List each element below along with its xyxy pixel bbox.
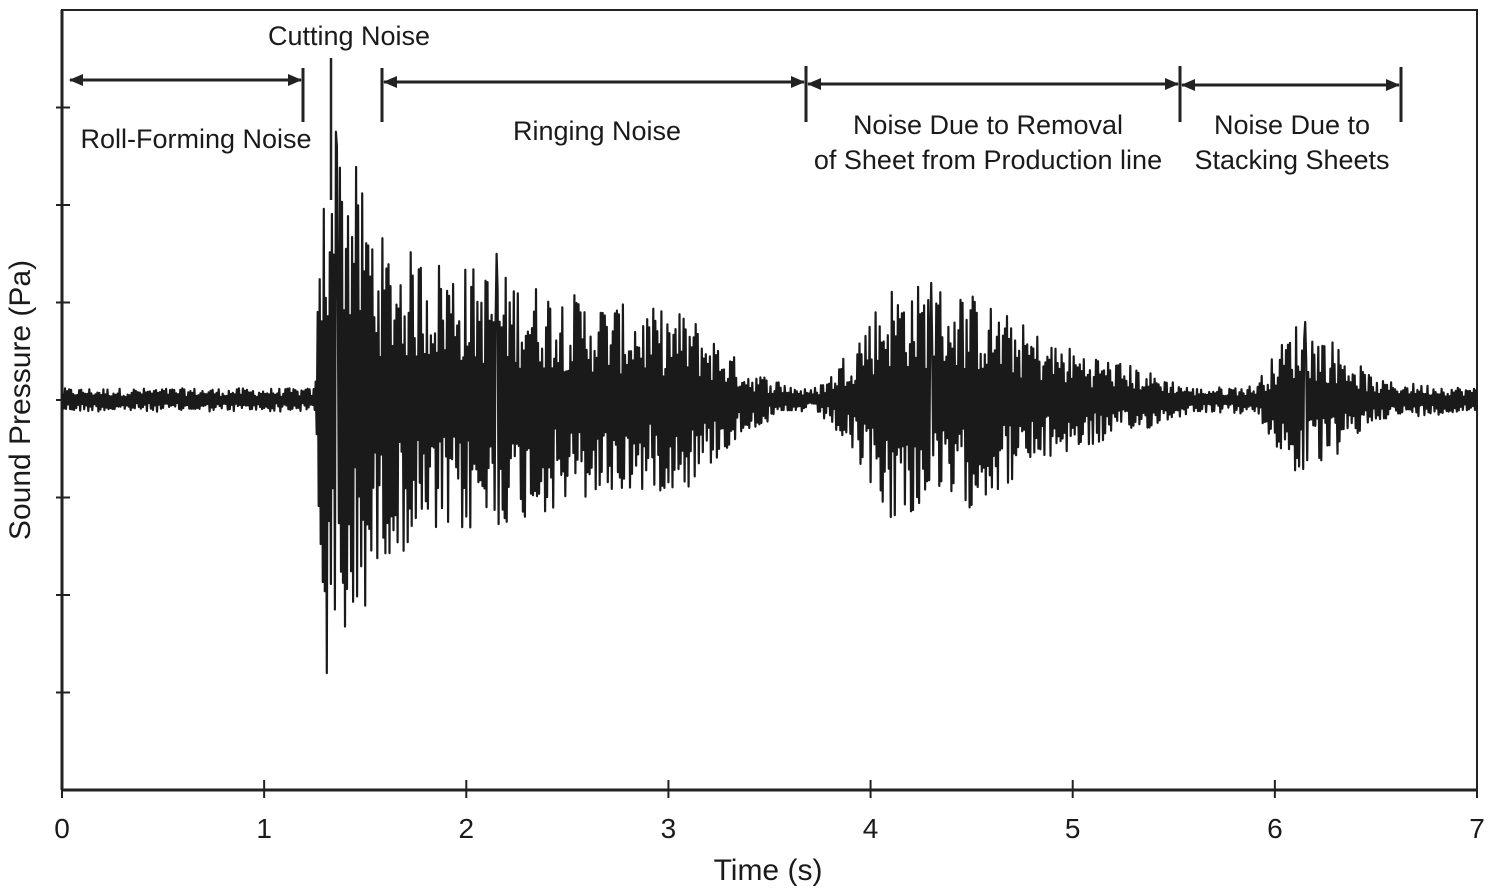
- x-tick-label: 2: [458, 813, 474, 844]
- x-tick-label: 4: [863, 813, 879, 844]
- x-tick-label: 7: [1469, 813, 1485, 844]
- x-tick-label: 6: [1267, 813, 1283, 844]
- x-axis-ticks: [61, 780, 1478, 798]
- annotation-stacking-line1: Noise Due to: [1214, 110, 1370, 140]
- x-axis-tick-labels: 0 1 2 3 4 5 6 7: [54, 813, 1485, 844]
- annotation-cutting-noise: Cutting Noise: [268, 21, 430, 51]
- annotation-removal-line1: Noise Due to Removal: [853, 110, 1123, 140]
- x-tick-label: 3: [661, 813, 677, 844]
- x-tick-label: 0: [54, 813, 70, 844]
- annotation-roll-forming-noise: Roll-Forming Noise: [80, 124, 311, 154]
- x-tick-label: 5: [1065, 813, 1081, 844]
- annotation-ringing-noise: Ringing Noise: [513, 116, 681, 146]
- annotation-removal-line2: of Sheet from Production line: [814, 145, 1162, 175]
- y-axis-title: Sound Pressure (Pa): [4, 260, 37, 540]
- annotation-brackets: [69, 58, 1403, 200]
- x-tick-label: 1: [256, 813, 272, 844]
- waveform-line: [60, 130, 1479, 675]
- x-axis-title: Time (s): [714, 854, 823, 887]
- y-axis-ticks: [56, 106, 70, 694]
- annotation-stacking-line2: Stacking Sheets: [1194, 145, 1389, 175]
